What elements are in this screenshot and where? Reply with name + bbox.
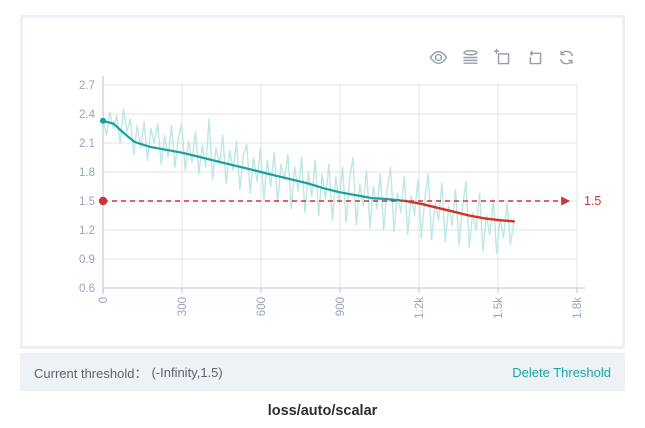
current-threshold-value: (-Infinity,1.5) [151, 364, 223, 380]
chart-title: loss/auto/scalar [267, 403, 378, 419]
y-tick-label: 1.8 [79, 167, 95, 179]
chart-toolbar [429, 48, 576, 67]
chart-card: 2.7 2.4 2.1 1.8 1.5 1.2 0.9 0.6 0 300 600 900 1.2k 1.… [20, 15, 625, 349]
zoom-select-icon[interactable] [493, 48, 512, 67]
y-tick-label: 2.1 [79, 138, 95, 150]
smoothed-above-threshold-line [101, 119, 407, 203]
eye-icon[interactable] [429, 48, 448, 67]
scalar-line-chart[interactable]: 2.7 2.4 2.1 1.8 1.5 1.2 0.9 0.60 300 600 900 1.2k 1.… [23, 18, 622, 344]
threshold-start-dot[interactable] [98, 196, 108, 206]
x-tick-label: 1.5k [493, 297, 505, 319]
restore-icon[interactable] [525, 48, 544, 67]
x-tick-label: 300 [177, 297, 189, 316]
chart-panel: 2.7 2.4 2.1 1.8 1.5 1.2 0.9 0.6 0 300 600 900 1.2k 1.… [20, 15, 625, 419]
refresh-icon[interactable] [557, 48, 576, 67]
threshold-value-label: 1.5 [584, 194, 601, 208]
threshold-bar: Current threshold： (-Infinity,1.5) Delet… [20, 353, 625, 391]
current-threshold-label: Current threshold： [34, 365, 148, 381]
data-view-icon[interactable] [461, 48, 480, 67]
threshold-arrowhead [561, 196, 571, 206]
delete-threshold-link[interactable]: Delete Threshold [512, 364, 611, 380]
x-tick-label: 900 [335, 297, 347, 316]
x-tick-label: 600 [256, 297, 268, 316]
y-tick-label: 1.5 [79, 196, 95, 208]
y-tick-label: 2.4 [79, 109, 96, 121]
y-tick-label: 1.2 [79, 225, 95, 237]
x-tick-label: 0 [98, 297, 110, 303]
x-tick-label: 1.8k [572, 297, 584, 319]
y-tick-label: 0.9 [79, 254, 95, 266]
y-tick-label: 0.6 [79, 283, 95, 295]
x-tick-label: 1.2k [414, 297, 426, 319]
y-tick-label: 2.7 [79, 80, 95, 92]
current-threshold: Current threshold： (-Infinity,1.5) [34, 363, 223, 382]
raw-scalar-line [102, 108, 515, 254]
smoothed-above-threshold-start-dot [100, 117, 106, 124]
smoothed-below-threshold-line [404, 199, 515, 223]
